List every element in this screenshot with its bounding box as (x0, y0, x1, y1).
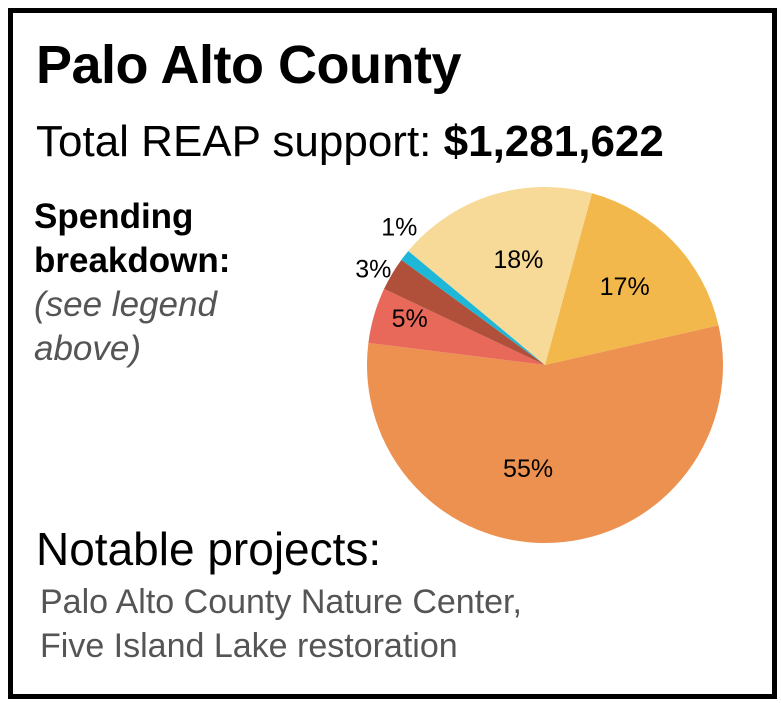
notable-projects-heading: Notable projects: (36, 523, 382, 575)
pie-slice-3pct (384, 259, 545, 365)
pie-label-5pct: 5% (392, 305, 428, 333)
notable-projects-list: Palo Alto County Nature Center, Five Isl… (40, 580, 522, 668)
pie-label-17pct: 17% (600, 273, 650, 301)
pie-label-18pct: 18% (493, 246, 543, 274)
total-support-label: Total REAP support: (36, 117, 432, 166)
pie-label-55pct: 55% (503, 455, 553, 483)
legend-note-line2: above) (34, 329, 142, 368)
legend-note-line1: (see legend (34, 285, 217, 324)
total-support: Total REAP support: $1,281,622 (36, 117, 664, 166)
spending-breakdown: Spending breakdown: (see legend above) (34, 195, 230, 371)
pie-labels: 17% 55% 5%3% 1% 18% (355, 214, 649, 483)
project-line-1: Palo Alto County Nature Center, (40, 583, 522, 621)
pie-slice-1pct (401, 250, 545, 365)
pie-slices (367, 187, 723, 544)
spending-heading-line1: Spending (34, 197, 194, 236)
county-title: Palo Alto County (36, 35, 461, 95)
spending-heading-line2: breakdown: (34, 241, 231, 280)
project-line-2: Five Island Lake restoration (40, 627, 458, 665)
pie-slice-5pct (368, 288, 545, 365)
pie-slice-18pct (408, 187, 592, 365)
pie-slice-17pct (545, 193, 719, 365)
pie-label-1pct: 1% (381, 214, 417, 242)
pie-slice-55pct (367, 325, 723, 544)
total-support-amount: $1,281,622 (443, 117, 664, 166)
pie-label-3pct: 3% (355, 255, 391, 283)
